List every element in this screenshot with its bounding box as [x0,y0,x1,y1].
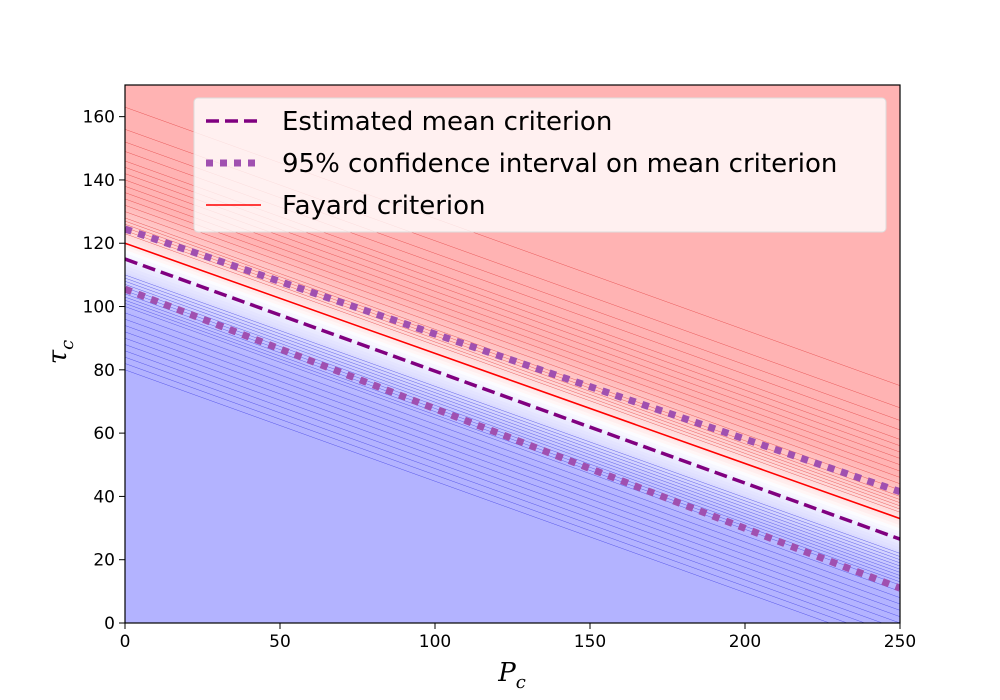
y-tick-label: 120 [83,234,115,254]
legend-label-2: Fayard criterion [282,191,486,221]
legend-box [193,97,887,233]
contour-line-red [125,186,900,465]
y-tick-label: 160 [83,108,115,128]
region-below [125,322,900,623]
y-axis: 0 20 40 60 80 100 120 140 160 [83,108,125,634]
gradient-band [125,246,900,529]
gradient-band [125,265,900,548]
x-tick-label: 150 [574,632,606,652]
series-layer [125,225,900,592]
series-line-2 [125,285,900,592]
gradient-band [125,211,900,494]
contour-line-blue [125,290,900,570]
x-tick-label: 200 [729,632,761,652]
contour-line-red [125,233,900,513]
contour-line-blue [125,296,900,576]
contour-line-blue [125,369,831,623]
gradient-band [125,268,900,551]
contour-line-blue [125,274,900,554]
contour-line-blue [125,356,866,623]
contour-line-blue [125,337,900,617]
gradient-band [125,242,900,526]
x-axis-label: Pc [497,658,526,693]
gradient-band [125,312,900,595]
gradient-band [125,318,900,602]
series-line-1 [125,225,900,495]
gradient-band [125,249,900,532]
contour-line-blue [125,350,884,623]
series-line-3 [125,242,900,520]
x-tick-label: 100 [419,632,451,652]
y-tick-label: 140 [83,171,115,191]
plot-background [125,85,900,623]
y-tick-label: 80 [93,361,115,381]
contour-line-red [125,198,900,478]
y-tick-label: 100 [83,298,115,318]
plot-frame [124,84,901,624]
gradient-band [125,261,900,545]
legend-label-1: 95% confidence interval on mean criterio… [282,149,837,179]
y-tick-label: 20 [93,551,115,571]
y-tick-label: 60 [93,424,115,444]
contour-line-red [125,192,900,472]
x-axis: 0 50 100 150 200 250 [120,623,916,652]
contour-line-blue [125,312,900,592]
legend-label-0: Estimated mean criterion [282,107,612,137]
contour-line-blue [125,363,848,623]
gradient-band [125,306,900,589]
legend: Estimated mean criterion 95% confidence i… [193,97,887,233]
contour-line-red [125,211,900,491]
contour-line-blue [125,325,900,605]
gradient-band [125,204,900,488]
contour-line-red [125,227,900,507]
y-tick-label: 40 [93,487,115,507]
contour-line-blue [125,284,900,564]
contour-line-blue [125,344,900,623]
x-tick-label: 250 [884,632,916,652]
contour-line-blue [125,277,900,557]
contour-line-blue [125,331,900,611]
contour-line-blue [125,287,900,567]
gradient-band [125,233,900,516]
gradient-band [125,252,900,535]
contour-line-blue [125,299,900,579]
gradient-band [125,236,900,519]
contour-line-red [125,230,900,510]
contour-line-red [125,205,900,484]
series-line-0 [125,257,900,541]
contour-line-blue [125,293,900,573]
x-tick-label: 50 [269,632,291,652]
y-axis-label: τc [43,340,78,364]
contour-line-blue [125,280,900,560]
gradient-band [125,198,900,481]
gradient-band [125,255,900,538]
contour-line-blue [125,318,900,598]
y-tick-label: 0 [104,614,115,634]
x-tick-label: 0 [120,632,131,652]
